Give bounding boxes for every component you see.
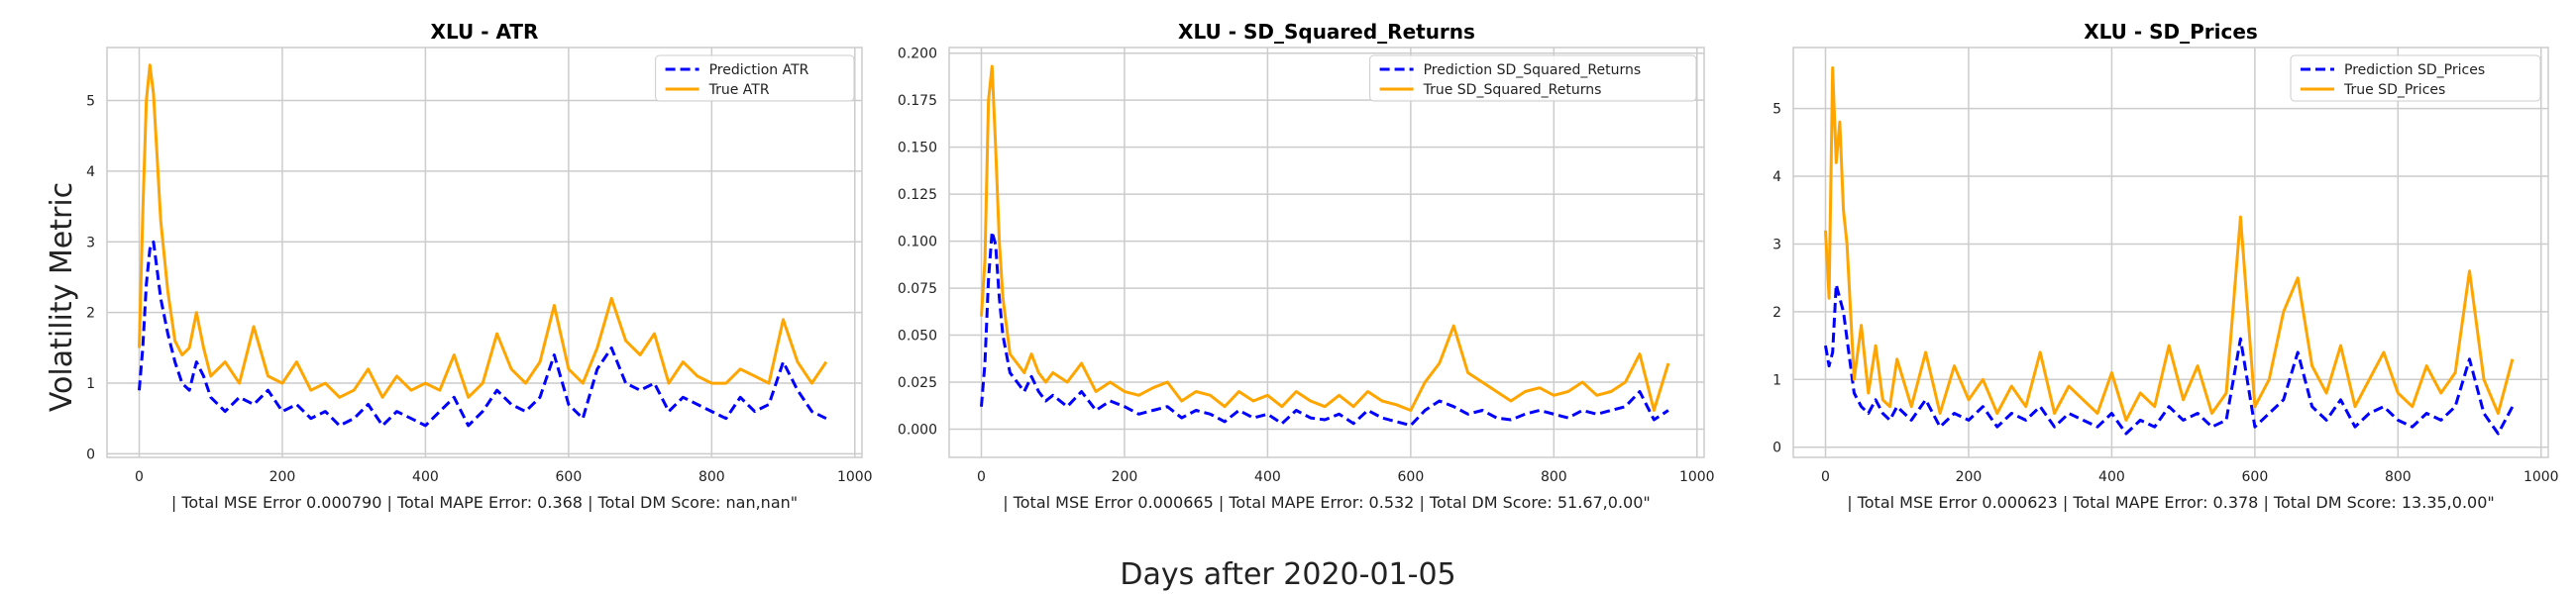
x-tick-label: 1000: [1679, 469, 1715, 485]
legend-box: [2290, 54, 2541, 102]
chart-panel-3: 0 200 400 600 800 1000 0 1 2 3 4 5 XLU - SD_Prices | …: [1772, 20, 2559, 512]
y-tick-label: 0.050: [898, 329, 937, 345]
y-tick-label: 1: [86, 376, 95, 392]
x-tick-label: 200: [1112, 469, 1138, 485]
x-tick-label: 200: [269, 469, 296, 485]
y-tick-label: 0.125: [898, 187, 937, 203]
legend-box: [1369, 54, 1697, 102]
figure-ylabel: Volatility Metric: [45, 182, 79, 412]
true-line: [138, 63, 828, 399]
chart-xlabel: | Total MSE Error 0.000623 | Total MAPE …: [1847, 493, 2495, 512]
legend-label: True SD_Squared_Returns: [1423, 82, 1602, 98]
x-tick-label: 1000: [837, 469, 873, 485]
chart-xlabel: | Total MSE Error 0.000665 | Total MAPE …: [1003, 493, 1651, 512]
y-tick-label: 5: [86, 94, 95, 110]
y-tick-label: 4: [1772, 169, 1781, 185]
y-tick-label: 4: [86, 164, 95, 180]
y-tick-label: 0.100: [898, 235, 937, 250]
prediction-line: [1824, 283, 2515, 436]
x-tick-label: 600: [556, 469, 583, 485]
x-tick-label: 1000: [2523, 469, 2559, 485]
x-tick-label: 600: [1398, 469, 1425, 485]
plot-frame: [1792, 47, 2549, 458]
y-tick-label: 5: [1772, 102, 1781, 118]
legend-label: Prediction SD_Prices: [2344, 62, 2485, 78]
chart-title: XLU - SD_Prices: [2084, 20, 2258, 44]
prediction-line: [138, 240, 827, 428]
plot-frame: [106, 47, 863, 458]
legend-label: Prediction ATR: [709, 62, 809, 78]
chart-title: XLU - ATR: [431, 20, 539, 44]
y-tick-label: 0.000: [898, 423, 937, 439]
y-tick-label: 1: [1772, 372, 1781, 388]
prediction-line: [980, 230, 1669, 428]
chart-title: XLU - SD_Squared_Returns: [1178, 20, 1475, 44]
legend: Prediction ATR True ATR: [655, 54, 855, 102]
x-tick-label: 800: [698, 469, 725, 485]
x-tick-label: 400: [1254, 469, 1281, 485]
legend: Prediction SD_Prices True SD_Prices: [2290, 54, 2541, 102]
figure-xlabel: Days after 2020-01-05: [1120, 557, 1455, 592]
legend: Prediction SD_Squared_Returns True SD_Squ…: [1369, 54, 1697, 102]
plot-frame: [948, 47, 1705, 458]
y-tick-label: 0.200: [898, 47, 937, 62]
chart-panel-2: 0 200 400 600 800 1000 0.000 0.025 0.050 0.075 0.1…: [898, 20, 1715, 512]
x-tick-label: 800: [2385, 469, 2412, 485]
x-tick-label: 400: [2098, 469, 2125, 485]
y-tick-label: 0.025: [898, 375, 937, 391]
x-tick-label: 400: [412, 469, 439, 485]
y-tick-label: 2: [86, 306, 95, 322]
x-tick-label: 0: [977, 469, 986, 485]
true-line: [980, 64, 1670, 412]
y-tick-label: 0: [1772, 441, 1781, 456]
chart-xlabel: | Total MSE Error 0.000790 | Total MAPE …: [171, 493, 798, 512]
true-line: [1824, 66, 2515, 422]
chart-panel-1: 0 200 400 600 800 1000 0 1 2 3 4 5 XLU - ATR | Total …: [86, 20, 873, 512]
y-tick-label: 0.150: [898, 141, 937, 156]
x-tick-label: 600: [2242, 469, 2269, 485]
y-tick-label: 2: [1772, 305, 1781, 321]
legend-label: True SD_Prices: [2343, 82, 2445, 98]
y-tick-label: 0.175: [898, 93, 937, 109]
legend-label: Prediction SD_Squared_Returns: [1424, 62, 1642, 78]
y-tick-label: 3: [86, 235, 95, 250]
legend-label: True ATR: [708, 82, 770, 98]
x-tick-label: 200: [1956, 469, 1983, 485]
y-tick-label: 0: [86, 446, 95, 462]
x-tick-label: 800: [1541, 469, 1567, 485]
x-tick-label: 0: [135, 469, 144, 485]
y-tick-label: 0.075: [898, 281, 937, 297]
x-tick-label: 0: [1821, 469, 1830, 485]
y-tick-label: 3: [1772, 237, 1781, 252]
legend-box: [655, 54, 855, 102]
